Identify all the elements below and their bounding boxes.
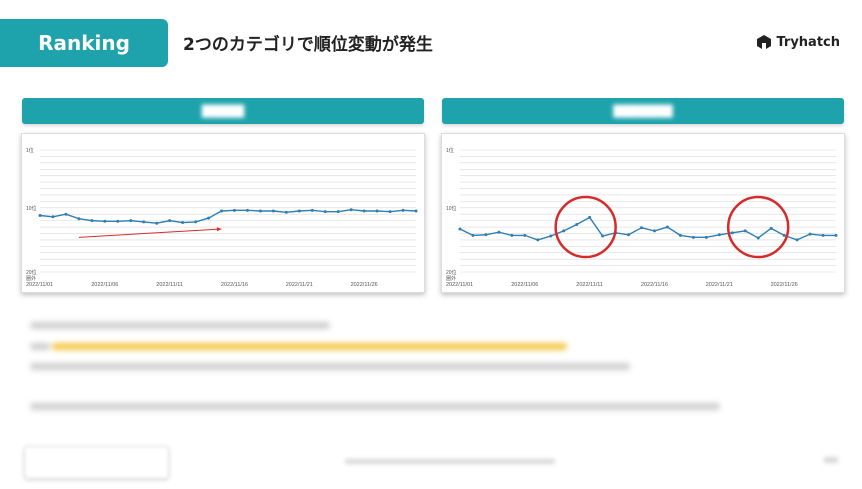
data-point [588, 215, 592, 219]
data-point [116, 219, 120, 223]
data-point [401, 208, 405, 212]
data-point [743, 229, 747, 233]
data-point [168, 219, 172, 223]
data-point [181, 221, 185, 225]
data-point [497, 230, 501, 234]
data-point [782, 233, 786, 237]
x-tick-label: 2022/11/21 [286, 282, 313, 288]
data-point [730, 231, 734, 235]
data-point [38, 213, 42, 217]
data-point [271, 209, 275, 213]
data-point [678, 233, 682, 237]
data-point [808, 232, 812, 236]
data-point [769, 226, 773, 230]
x-tick-label: 2022/11/06 [91, 282, 118, 288]
data-point [510, 233, 514, 237]
series-line [39, 209, 417, 224]
chart-2-header: ███████ [442, 98, 844, 124]
data-point [349, 208, 353, 212]
data-point [103, 219, 107, 223]
data-point [336, 210, 340, 214]
badge-label: Ranking [38, 31, 130, 55]
data-point [756, 236, 760, 240]
data-point [640, 226, 644, 230]
y-tick-label: 1位 [446, 147, 454, 154]
section-badge: Ranking [0, 19, 168, 67]
x-tick-label: 2022/11/16 [641, 282, 668, 288]
x-tick-label: 2022/11/01 [446, 282, 473, 288]
brand-logo: Tryhatch [756, 34, 840, 50]
y-tick-label: 10位 [26, 205, 37, 212]
data-point [90, 219, 94, 223]
data-point [795, 238, 799, 242]
data-point [717, 233, 721, 237]
data-point [362, 209, 366, 213]
y-tick-label: 10位 [446, 205, 457, 212]
x-tick-label: 2022/11/11 [576, 282, 603, 288]
data-point [245, 208, 249, 212]
data-point [194, 220, 198, 224]
footer-copyright [345, 459, 555, 464]
data-point [232, 208, 236, 212]
page-title: 2つのカテゴリで順位変動が発生 [183, 35, 433, 55]
data-point [64, 212, 68, 216]
data-point [471, 233, 475, 237]
data-point [562, 229, 566, 233]
y-tick-label: 20位圏外 [446, 269, 457, 282]
data-point [458, 227, 462, 231]
y-tick-label: 1位 [26, 147, 34, 154]
trend-arrow-head [216, 227, 222, 232]
highlight-circle [554, 195, 617, 259]
chart-1-header: █████ [22, 98, 424, 124]
data-point [388, 210, 392, 214]
data-point [310, 208, 314, 212]
data-point [549, 234, 553, 238]
data-point [207, 216, 211, 220]
y-tick-label: 20位圏外 [26, 269, 37, 282]
data-point [601, 234, 605, 238]
x-tick-label: 2022/11/26 [351, 282, 378, 288]
series-line [459, 216, 836, 241]
trend-arrow [78, 228, 222, 238]
data-point [258, 209, 262, 213]
chart-2-card: 1位 10位 20位圏外 2022/11/01 2022/11/06 2022/11/11… [441, 133, 845, 293]
x-tick-label: 2022/11/21 [706, 282, 733, 288]
data-point [414, 209, 418, 213]
data-point [834, 233, 838, 237]
data-point [375, 209, 379, 213]
x-tick-label: 2022/11/26 [771, 282, 798, 288]
data-point [129, 219, 133, 223]
data-point [142, 220, 146, 224]
data-point [821, 233, 825, 237]
data-point [627, 233, 631, 237]
data-point [652, 229, 656, 233]
x-tick-label: 2022/11/01 [26, 282, 53, 288]
highlight-circle [726, 195, 790, 259]
data-point [484, 233, 488, 237]
data-point [297, 209, 301, 213]
logo-text: Tryhatch [776, 34, 840, 50]
data-point [523, 233, 527, 237]
page-number [824, 457, 838, 463]
data-point [691, 235, 695, 239]
data-point [536, 238, 540, 242]
data-point [575, 222, 579, 226]
x-tick-label: 2022/11/16 [221, 282, 248, 288]
footer-logo-box [24, 446, 169, 479]
data-point [220, 209, 224, 213]
tryhatch-logo-icon [757, 35, 772, 49]
chart-1-card: 1位 10位 20位圏外 2022/11/01 2022/11/06 2022/11/11… [21, 133, 425, 293]
data-point [155, 221, 159, 225]
data-point [77, 217, 81, 221]
data-point [284, 210, 288, 214]
data-point [323, 210, 327, 214]
data-point [704, 235, 708, 239]
data-point [51, 215, 55, 219]
data-point [665, 225, 669, 229]
x-tick-label: 2022/11/06 [511, 282, 538, 288]
x-tick-label: 2022/11/11 [156, 282, 183, 288]
